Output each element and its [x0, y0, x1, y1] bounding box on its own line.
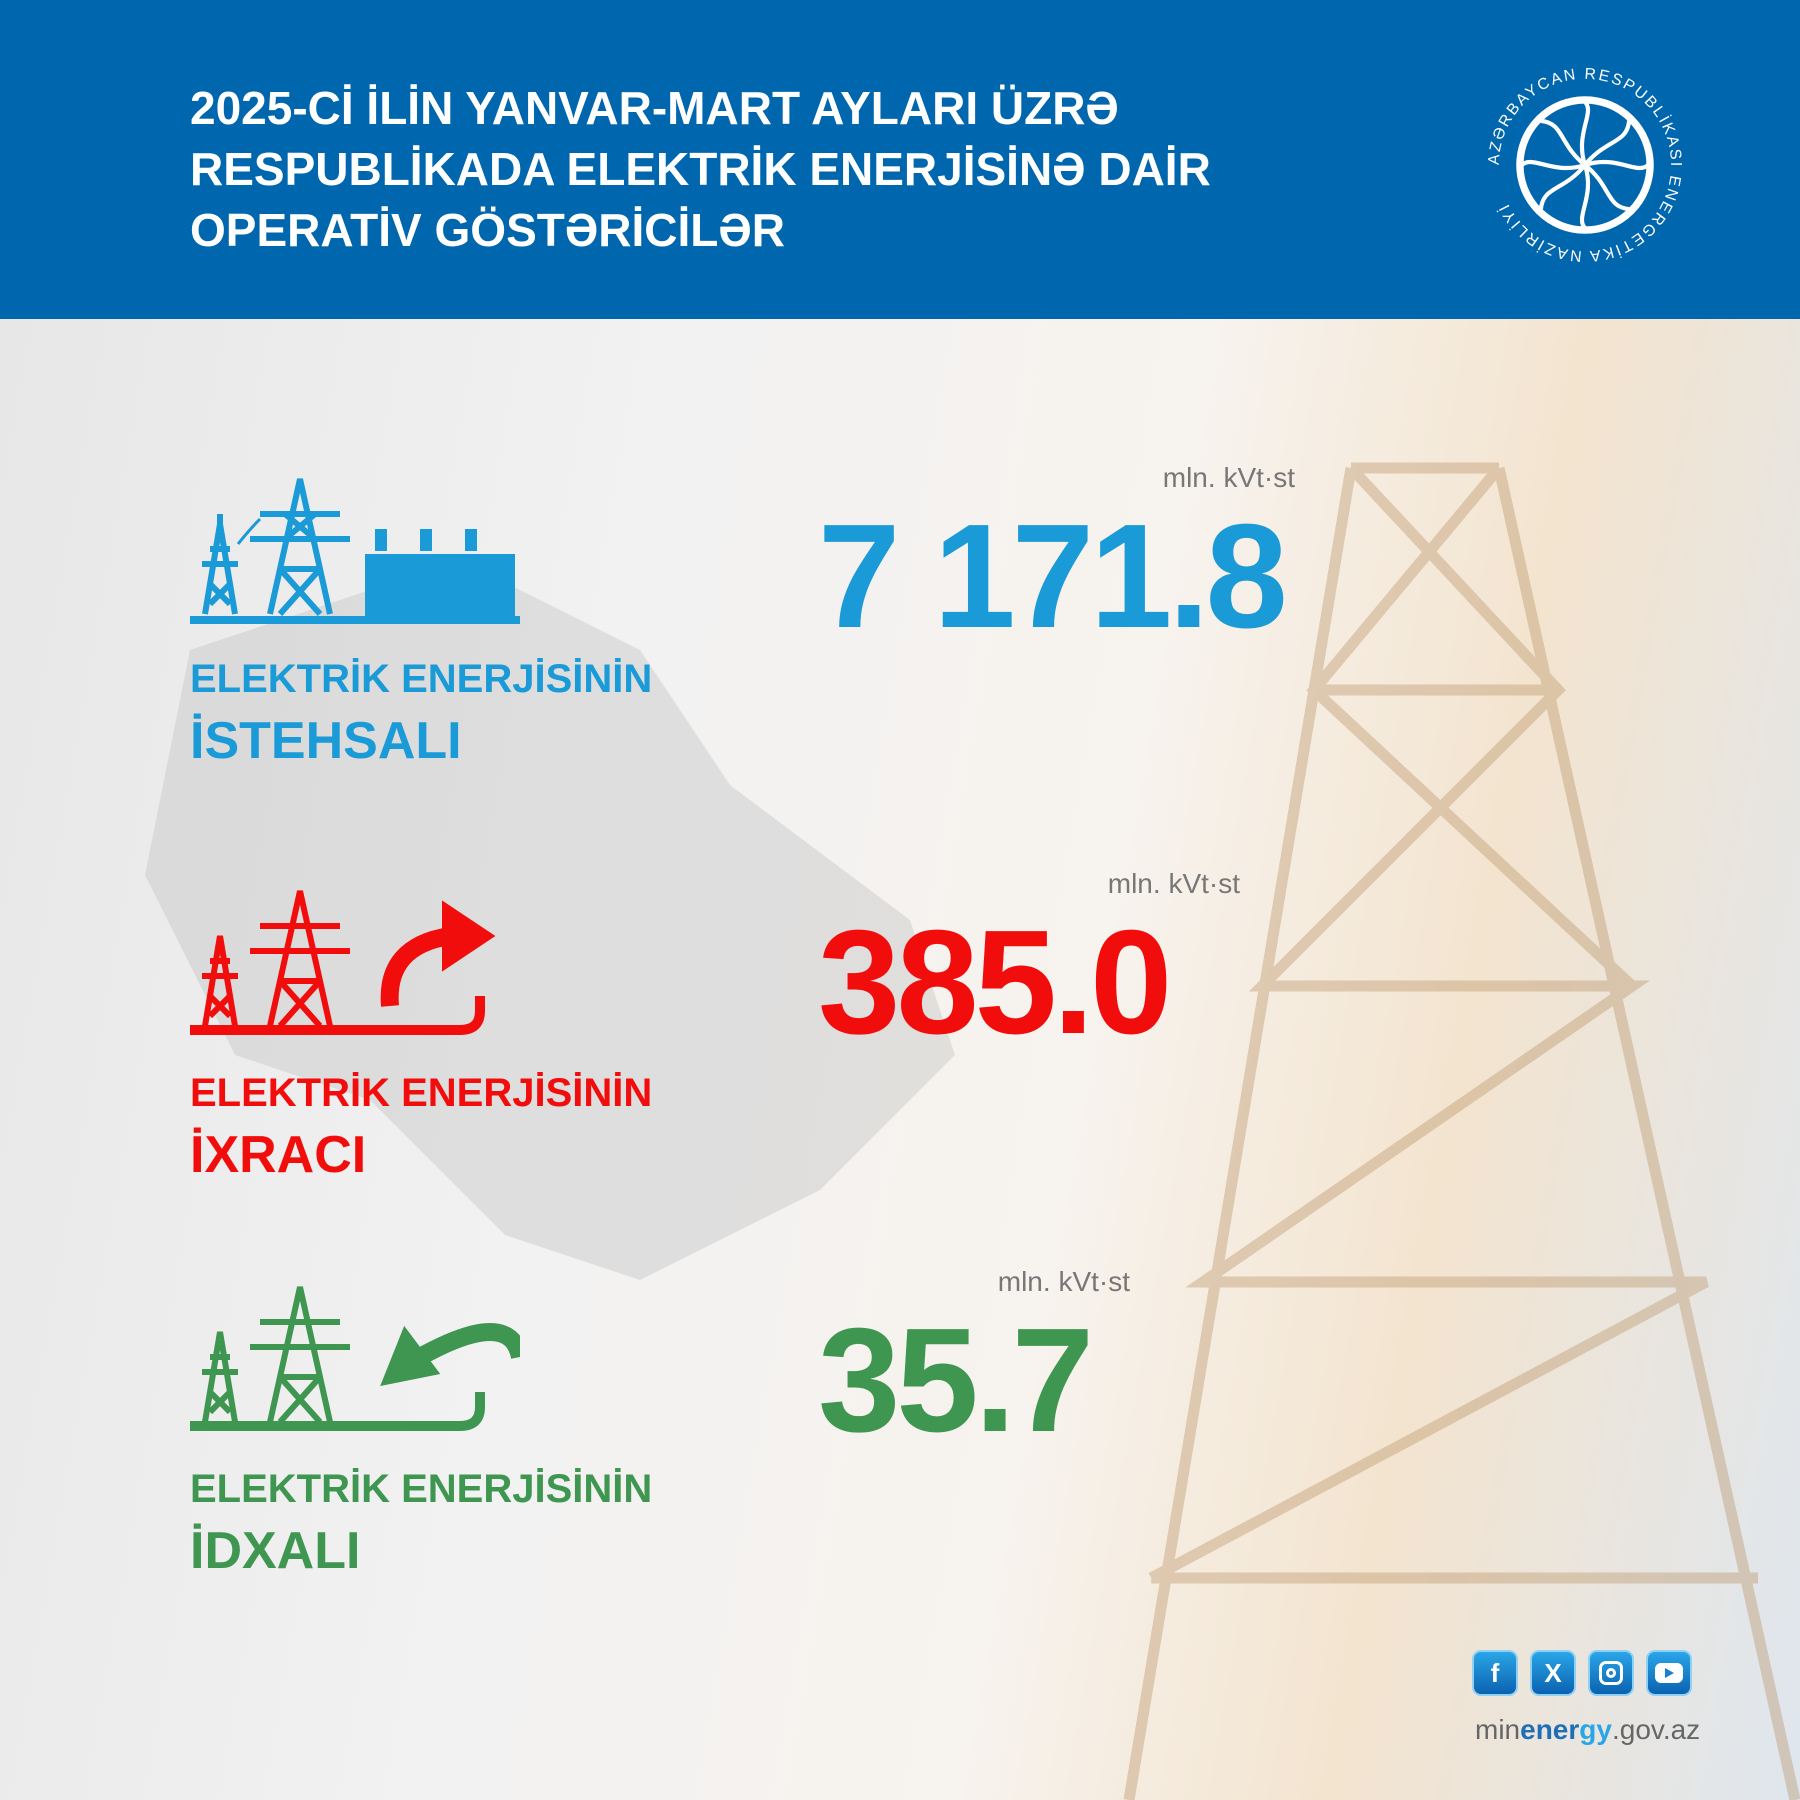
- import-unit: mln. kVt·st: [997, 1266, 1130, 1297]
- power-tower-background: [1123, 462, 1800, 1800]
- instagram-icon[interactable]: [1588, 1650, 1634, 1696]
- title-line-1: 2025-Cİ İLİN YANVAR-MART AYLARI ÜZRƏ: [190, 82, 1119, 134]
- header-banner: 2025-Cİ İLİN YANVAR-MART AYLARI ÜZRƏ RES…: [0, 0, 1800, 319]
- x-icon[interactable]: X: [1530, 1650, 1576, 1696]
- import-value: 35.7: [818, 1298, 1094, 1463]
- production-label: ELEKTRİK ENERJİSİNİN: [190, 657, 653, 701]
- production-unit: mln. kVt·st: [1162, 462, 1295, 493]
- export-label-title: İXRACI: [190, 1126, 367, 1184]
- export-arrow-icon: [190, 890, 496, 1035]
- site-gy: gy: [1579, 1714, 1612, 1745]
- production-label-title: İSTEHSALI: [190, 712, 462, 770]
- site-suffix: .gov.az: [1611, 1714, 1701, 1745]
- site-prefix: min: [1475, 1714, 1521, 1745]
- export-value: 385.0: [818, 900, 1172, 1065]
- import-label-title: İDXALI: [190, 1522, 361, 1580]
- import-arrow-icon: [190, 1286, 520, 1431]
- title-line-2: RESPUBLİKADA ELEKTRİK ENERJİSİNƏ DAİR: [190, 143, 1211, 195]
- power-plant-icon: [190, 478, 520, 624]
- facebook-icon[interactable]: f: [1472, 1650, 1518, 1696]
- title-line-3: OPERATİV GÖSTƏRİCİLƏR: [190, 204, 785, 256]
- production-value: 7 171.8: [818, 494, 1288, 659]
- export-label: ELEKTRİK ENERJİSİNİN: [190, 1071, 653, 1115]
- azerbaijan-map-background: [145, 560, 955, 1280]
- export-unit: mln. kVt·st: [1107, 868, 1240, 899]
- ministry-logo: AZƏRBAYCAN RESPUBLİKASI ENERGETİKA NAZİR…: [1486, 66, 1682, 265]
- page-title: 2025-Cİ İLİN YANVAR-MART AYLARI ÜZRƏ RES…: [190, 78, 1211, 261]
- site-energ: ener: [1520, 1714, 1580, 1745]
- import-label: ELEKTRİK ENERJİSİNİN: [190, 1467, 653, 1511]
- website-link[interactable]: minenergy.gov.az: [1475, 1714, 1700, 1746]
- social-links: f X: [1472, 1650, 1692, 1696]
- youtube-icon[interactable]: [1646, 1650, 1692, 1696]
